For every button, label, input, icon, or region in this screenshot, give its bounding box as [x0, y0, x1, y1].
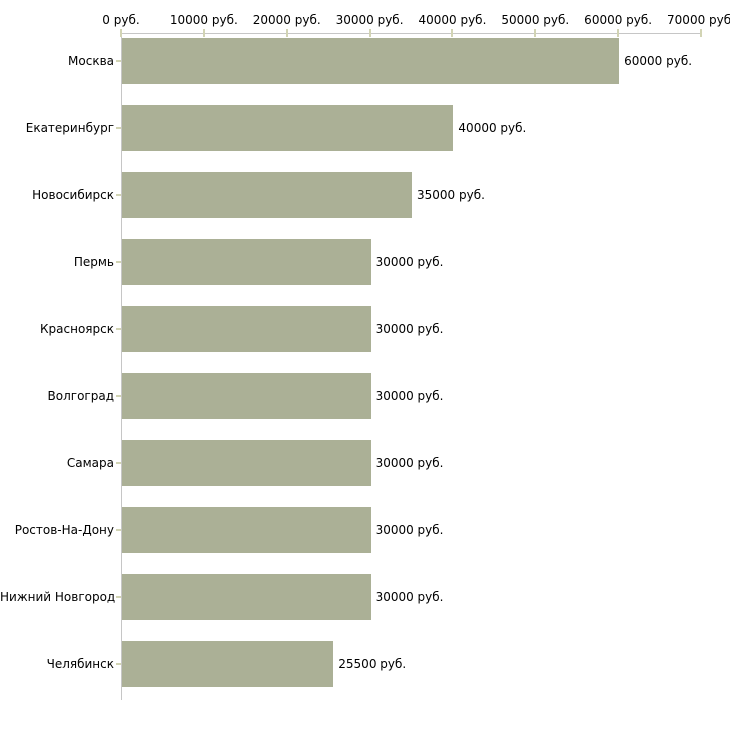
bar: [122, 104, 454, 151]
category-label: Самара: [66, 455, 114, 470]
bar: [122, 238, 371, 285]
y-axis-tick-mark: [116, 528, 121, 531]
value-label: 35000 руб.: [417, 187, 485, 202]
value-label: 40000 руб.: [458, 120, 527, 135]
category-label: Челябинск: [46, 656, 114, 671]
x-axis-tick-label: 70000 руб.: [667, 13, 730, 27]
value-label: 30000 руб.: [375, 455, 444, 470]
y-axis-line: [121, 33, 122, 700]
value-label: 60000 руб.: [624, 53, 693, 68]
value-label: 25500 руб.: [338, 656, 407, 671]
value-label: 30000 руб.: [375, 522, 444, 537]
bar: [122, 171, 412, 218]
category-label: Екатеринбург: [25, 120, 114, 135]
y-axis-tick-mark: [116, 126, 121, 129]
x-axis-tick-label: 0 руб.: [102, 13, 140, 27]
y-axis-tick-mark: [116, 327, 121, 330]
category-label: Москва: [68, 53, 114, 68]
category-label: Пермь: [73, 254, 114, 269]
value-label: 30000 руб.: [375, 254, 444, 269]
category-label: Новосибирск: [32, 187, 114, 202]
y-axis-tick-mark: [116, 193, 121, 196]
value-label: 30000 руб.: [375, 388, 444, 403]
x-axis-line: [121, 33, 702, 34]
x-axis-tick-mark: [617, 29, 620, 37]
x-axis-tick-label: 40000 руб.: [418, 13, 487, 27]
x-axis-tick-mark: [368, 29, 371, 37]
x-axis-tick-label: 30000 руб.: [335, 13, 404, 27]
bar: [122, 37, 620, 84]
y-axis-tick-mark: [116, 394, 121, 397]
y-axis-tick-mark: [116, 59, 121, 62]
bar: [122, 506, 371, 553]
bar: [122, 305, 371, 352]
x-axis-tick-mark: [202, 29, 205, 37]
bar: [122, 640, 334, 687]
y-axis-tick-mark: [116, 260, 121, 263]
x-axis-tick-label: 20000 руб.: [252, 13, 321, 27]
bar: [122, 439, 371, 486]
category-label: Красноярск: [40, 321, 114, 336]
x-axis-tick-label: 60000 руб.: [584, 13, 653, 27]
category-label: Нижний Новгород: [0, 589, 116, 604]
x-axis-tick-mark: [285, 29, 288, 37]
x-axis-tick-mark: [451, 29, 454, 37]
bar: [122, 372, 371, 419]
value-label: 30000 руб.: [375, 321, 444, 336]
value-label: 30000 руб.: [375, 589, 444, 604]
x-axis-tick-mark: [534, 29, 537, 37]
y-axis-tick-mark: [116, 595, 121, 598]
bar: [122, 573, 371, 620]
category-label: Ростов-На-Дону: [14, 522, 114, 537]
x-axis-tick-mark: [700, 29, 702, 37]
x-axis-tick-mark: [120, 29, 122, 37]
x-axis-tick-label: 10000 руб.: [169, 13, 238, 27]
category-label: Волгоград: [47, 388, 114, 403]
x-axis-tick-label: 50000 руб.: [501, 13, 570, 27]
y-axis-tick-mark: [116, 461, 121, 464]
y-axis-tick-mark: [116, 662, 121, 665]
